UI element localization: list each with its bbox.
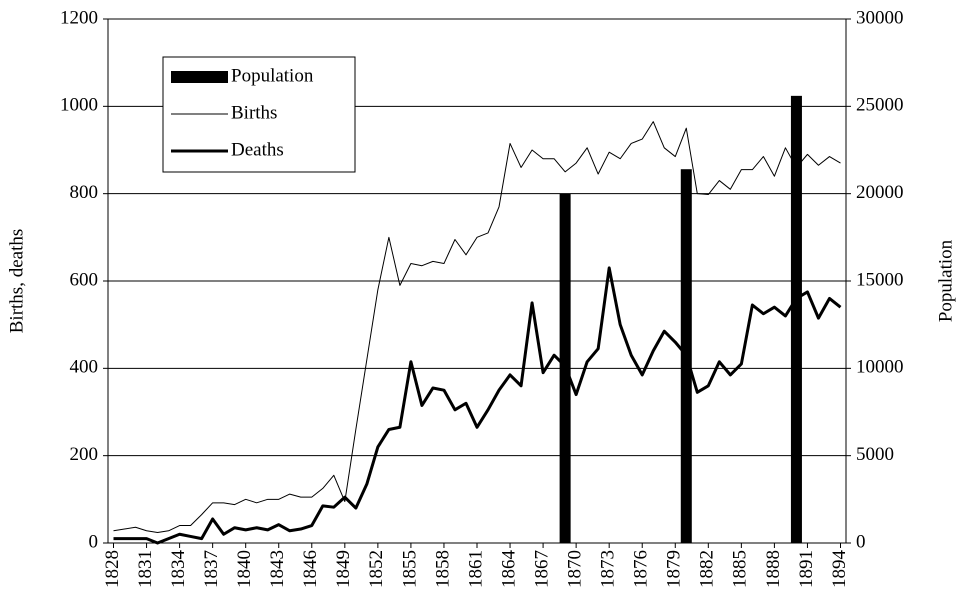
legend-label: Deaths <box>231 139 284 160</box>
x-tick-label: 1837 <box>201 550 222 588</box>
y-tick-label: 200 <box>70 444 99 465</box>
legend-label: Population <box>231 65 314 86</box>
x-tick-label: 1876 <box>631 550 652 588</box>
y-axis-label: Births, deaths <box>6 229 27 334</box>
x-tick-label: 1879 <box>664 550 685 588</box>
x-tick-label: 1882 <box>697 550 718 588</box>
y2-tick-label: 25000 <box>856 95 904 116</box>
y2-tick-label: 5000 <box>856 444 894 465</box>
y-tick-label: 0 <box>89 531 99 552</box>
y2-tick-label: 20000 <box>856 182 904 203</box>
legend-swatch <box>171 71 228 83</box>
bar <box>790 95 802 543</box>
x-tick-label: 1840 <box>234 550 255 588</box>
x-tick-label: 1885 <box>730 550 751 588</box>
y-tick-label: 1000 <box>60 95 98 116</box>
x-tick-label: 1894 <box>829 550 850 589</box>
y2-tick-label: 15000 <box>856 269 904 290</box>
line <box>113 121 841 534</box>
x-tick-label: 1849 <box>333 550 354 588</box>
x-tick-label: 1870 <box>564 550 585 588</box>
x-tick-label: 1864 <box>498 550 519 589</box>
x-tick-label: 1888 <box>763 550 784 588</box>
x-tick-label: 1831 <box>135 550 156 588</box>
y2-axis-label: Population <box>935 239 956 322</box>
x-tick-label: 1828 <box>102 550 123 588</box>
y2-tick-label: 30000 <box>856 7 904 28</box>
x-tick-label: 1843 <box>267 550 288 588</box>
legend-label: Births <box>231 102 277 123</box>
x-tick-label: 1873 <box>598 550 619 588</box>
y-tick-label: 600 <box>70 269 99 290</box>
x-tick-label: 1891 <box>796 550 817 588</box>
y-tick-label: 800 <box>70 182 99 203</box>
x-tick-label: 1852 <box>366 550 387 588</box>
y2-tick-label: 0 <box>856 531 866 552</box>
line <box>113 266 842 545</box>
x-tick-label: 1846 <box>300 550 321 588</box>
y-tick-label: 400 <box>70 357 99 378</box>
x-tick-label: 1867 <box>531 550 552 588</box>
y-tick-label: 1200 <box>60 7 98 28</box>
y2-tick-label: 10000 <box>856 357 904 378</box>
x-tick-label: 1834 <box>168 550 189 589</box>
x-tick-label: 1855 <box>399 550 420 588</box>
x-tick-label: 1858 <box>432 550 453 588</box>
x-tick-label: 1861 <box>465 550 486 588</box>
